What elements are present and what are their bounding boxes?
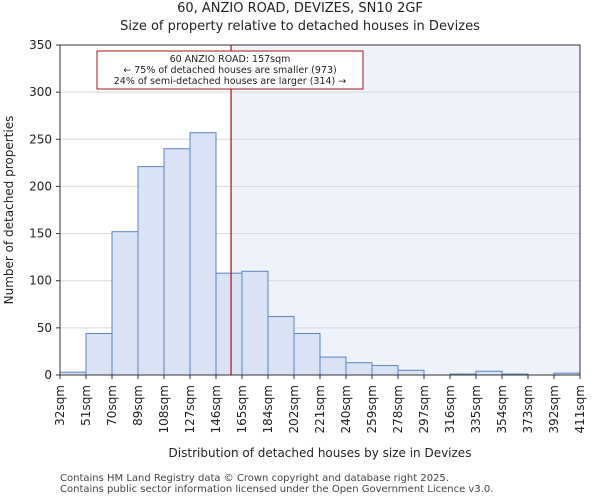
y-tick-label: 300 (29, 85, 52, 99)
bar-146sqm (215, 272, 243, 376)
footer-line-1: Contains HM Land Registry data © Crown c… (60, 473, 449, 484)
x-tick-label: 411sqm (573, 385, 587, 433)
x-tick-label: 51sqm (79, 385, 93, 426)
x-tick-label: 32sqm (53, 385, 67, 426)
x-tick-label: 184sqm (261, 385, 275, 433)
annotation-line-3: 24% of semi-detached houses are larger (… (114, 76, 347, 87)
x-tick-label: 221sqm (313, 385, 327, 433)
x-tick-label: 278sqm (391, 385, 405, 433)
x-tick-label: 146sqm (209, 385, 223, 433)
x-tick-label: 202sqm (287, 385, 301, 433)
bar-108sqm (163, 148, 191, 376)
x-tick-label: 240sqm (339, 385, 353, 433)
bars-group (59, 132, 581, 376)
x-tick-label: 89sqm (131, 385, 145, 426)
chart-subtitle: Size of property relative to detached ho… (120, 19, 480, 34)
x-tick-label: 70sqm (105, 385, 119, 426)
annotation-line-2: ← 75% of detached houses are smaller (97… (123, 65, 336, 76)
y-tick-label: 350 (29, 38, 52, 52)
y-tick-label: 250 (29, 132, 52, 146)
x-tick-labels: 32sqm 51sqm 70sqm 89sqm 108sqm 127sqm 146sqm 16… (53, 375, 587, 433)
y-tick-label: 200 (29, 179, 52, 193)
x-tick-label: 354sqm (495, 385, 509, 433)
bar-165sqm (241, 270, 269, 376)
y-tick-label: 50 (37, 321, 52, 335)
bar-184sqm (267, 316, 295, 376)
y-tick-label: 0 (44, 368, 52, 382)
x-tick-label: 259sqm (365, 385, 379, 433)
x-tick-label: 127sqm (183, 385, 197, 433)
bar-259sqm (371, 365, 399, 376)
annotation-line-1: 60 ANZIO ROAD: 157sqm (170, 54, 291, 65)
annotation-box (96, 50, 364, 90)
x-tick-label: 392sqm (547, 385, 561, 433)
x-tick-label: 297sqm (417, 385, 431, 433)
bar-335sqm (475, 370, 503, 376)
chart-title: 60, ANZIO ROAD, DEVIZES, SN10 2GF (177, 1, 423, 16)
marker-annotation: 60 ANZIO ROAD: 157sqm ← 75% of detached … (96, 50, 364, 90)
x-tick-label: 165sqm (235, 385, 249, 433)
bar-51sqm (85, 333, 113, 376)
x-tick-label: 335sqm (469, 385, 483, 433)
bar-221sqm (319, 356, 347, 376)
footer: Contains HM Land Registry data © Crown c… (60, 473, 493, 495)
x-tick-label: 108sqm (157, 385, 171, 433)
bar-70sqm (111, 231, 139, 376)
footer-line-2: Contains public sector information licen… (60, 484, 494, 495)
y-tick-label: 100 (29, 274, 52, 288)
x-tick-label: 316sqm (443, 385, 457, 433)
bar-278sqm (397, 369, 425, 376)
x-axis-title: Distribution of detached houses by size … (169, 446, 472, 460)
bar-240sqm (345, 362, 373, 376)
bar-89sqm (137, 166, 165, 376)
y-tick-label: 150 (29, 227, 52, 241)
x-tick-label: 373sqm (521, 385, 535, 433)
y-tick-labels: 0 50 100 150 200 250 300 350 (29, 38, 60, 382)
bar-127sqm (189, 132, 217, 376)
y-axis-title: Number of detached properties (2, 116, 16, 305)
histogram-chart: 0 50 100 150 200 250 300 350 32sqm 51sqm 70sqm 89s… (2, 38, 587, 460)
bar-202sqm (293, 333, 321, 376)
